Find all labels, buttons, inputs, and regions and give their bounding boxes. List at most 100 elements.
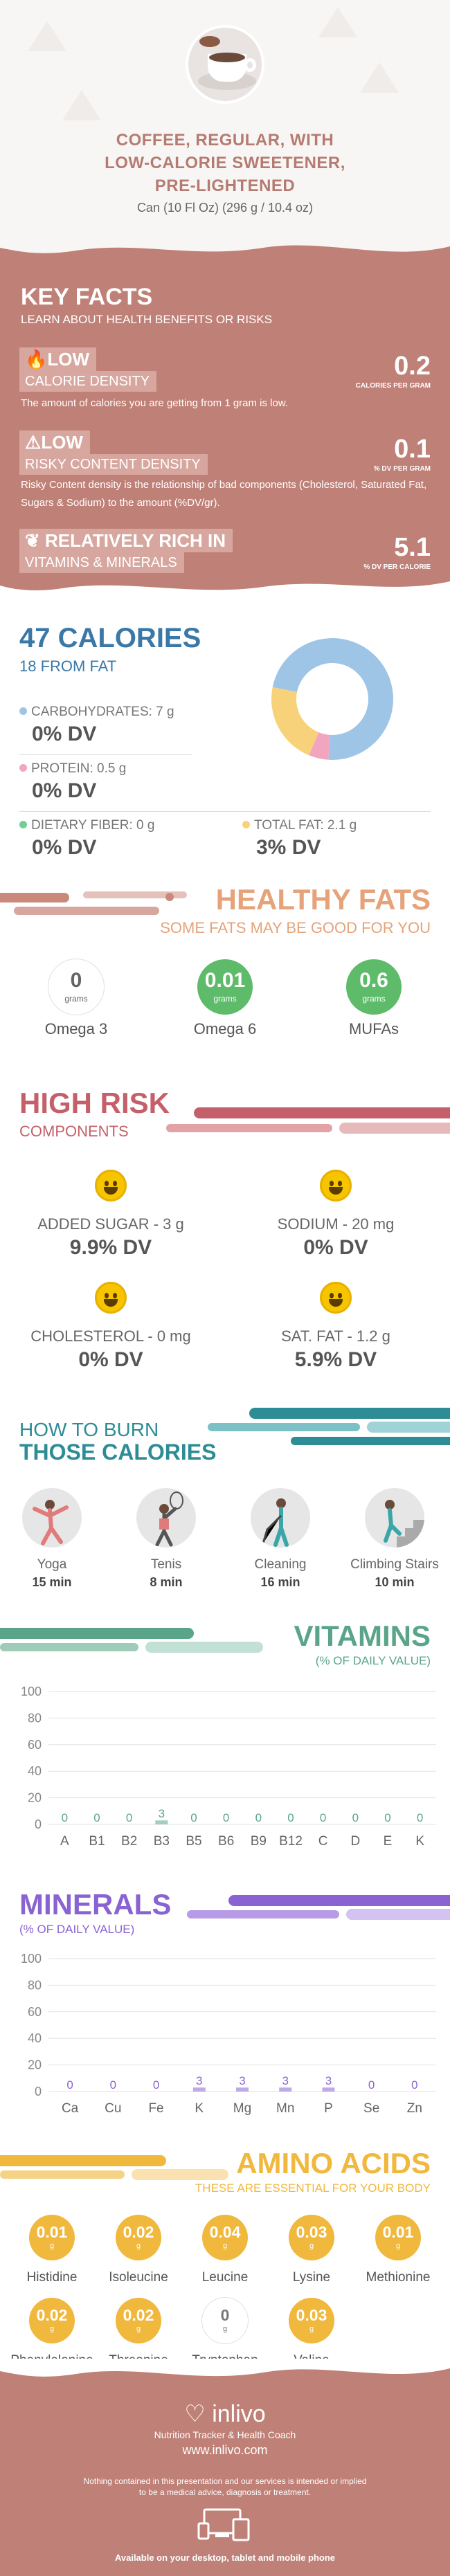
calories-title: 47 CALORIES	[19, 623, 201, 653]
minerals-category-label: Fe	[148, 2101, 163, 2116]
wave-divider	[0, 574, 450, 590]
omega3-label: Omega 3	[44, 1020, 108, 1037]
vitamins-value-label: 0	[62, 1811, 68, 1824]
minerals-category-label: Ca	[62, 2101, 79, 2116]
stripe-decor	[0, 891, 187, 915]
decor-triangle	[62, 90, 101, 120]
vitamins-value-label: 0	[352, 1811, 359, 1824]
vitamins-category-label: B9	[251, 1834, 267, 1849]
total-fat-label: TOTAL FAT: 2.1 g	[242, 818, 357, 833]
fiber-label: DIETARY FIBER: 0 g	[19, 818, 154, 833]
omega6-circle: 0.01 grams	[197, 959, 253, 1015]
minerals-value-label: 0	[110, 2078, 116, 2092]
threonine-circle: 0.02 g	[116, 2298, 161, 2343]
tennis-icon	[136, 1488, 196, 1548]
vitamins-category-label: A	[60, 1834, 69, 1849]
protein-dv: 0% DV	[32, 779, 97, 802]
sodium-label: SODIUM - 20 mg	[277, 1215, 395, 1233]
vitamins-category-label: B2	[121, 1834, 137, 1849]
minerals-bar-mn	[279, 2087, 292, 2092]
vitamins-category-label: B12	[279, 1834, 303, 1849]
calories-from-fat: 18 FROM FAT	[19, 657, 117, 675]
minerals-value-label: 3	[239, 2074, 245, 2087]
minerals-category-label: Mg	[233, 2101, 251, 2116]
vitamins-ytick-label: 100	[21, 1685, 42, 1698]
stairs-icon	[365, 1488, 424, 1548]
footer-disclaimer-1: Nothing contained in this presentation a…	[83, 2476, 367, 2486]
stripe-decor	[0, 2155, 228, 2180]
vitamins-value-label: 0	[384, 1811, 390, 1824]
risky-content-label: RISKY CONTENT DENSITY	[19, 454, 208, 475]
minerals-title: MINERALS	[19, 1888, 172, 1921]
minerals-category-label: Cu	[105, 2101, 121, 2116]
minerals-category-label: K	[195, 2101, 204, 2116]
lysine-circle: 0.03 g	[289, 2215, 334, 2260]
stripe-decor	[187, 1895, 450, 1920]
donut-slice-protein	[309, 732, 330, 760]
grin-face-icon	[320, 1170, 352, 1201]
amino-acids-subtitle: THESE ARE ESSENTIAL FOR YOUR BODY	[195, 2182, 431, 2195]
tennis-minutes: 8 min	[150, 1575, 183, 1589]
donut-slice-total-fat	[271, 687, 319, 756]
calorie-density-unit: CALORIES PER GRAM	[355, 382, 431, 390]
leucine-label: Leucine	[201, 2270, 249, 2285]
footer-disclaimer-2: to be a medical advice, diagnosis or tre…	[138, 2487, 312, 2497]
cleaning-label: Cleaning	[254, 1557, 307, 1572]
minerals-bar-k	[192, 2087, 206, 2092]
donut-slice-carbohydrates	[272, 638, 393, 760]
minerals-ytick-label: 40	[28, 2031, 42, 2045]
footer-url[interactable]: www.inlivo.com	[182, 2443, 268, 2457]
minerals-ytick-label: 100	[21, 1952, 42, 1966]
vitamins-category-label: E	[384, 1834, 393, 1849]
vitamins-ytick-label: 80	[28, 1711, 42, 1725]
minerals-category-label: P	[324, 2101, 333, 2116]
footer: ♡ inlivo Nutrition Tracker & Health Coac…	[0, 2359, 450, 2576]
valine-circle: 0.03 g	[289, 2298, 334, 2343]
smile-face-icon	[320, 1282, 352, 1314]
risky-content-description: Risky Content density is the relationshi…	[21, 479, 427, 509]
calorie-density-level: 🔥LOW	[19, 347, 97, 371]
vitamins-minerals-unit: % DV PER CALORIE	[363, 563, 431, 571]
minerals-ytick-label: 80	[28, 1978, 42, 1992]
stairs-label: Climbing Stairs	[350, 1557, 439, 1572]
vitamins-category-label: K	[415, 1834, 424, 1849]
added-sugar-dv: 9.9% DV	[69, 1236, 152, 1259]
key-facts-title: KEY FACTS	[21, 284, 153, 310]
mufa-label: MUFAs	[348, 1020, 399, 1037]
carbohydrates-label: CARBOHYDRATES: 7 g	[19, 705, 174, 720]
vitamins-title: VITAMINS	[294, 1620, 431, 1652]
vitamins-ytick-label: 40	[28, 1764, 42, 1778]
vitamins-value-label: 3	[159, 1807, 165, 1820]
total-fat-dv: 3% DV	[256, 836, 321, 859]
footer-tagline: Nutrition Tracker & Health Coach	[154, 2429, 296, 2440]
high-risk-title: HIGH RISK	[19, 1087, 170, 1119]
inlivo-logo: ♡ inlivo	[184, 2401, 266, 2427]
flame-icon: 🔥	[25, 349, 48, 370]
coffee-cup-image	[186, 25, 264, 104]
vitamins-value-label: 0	[126, 1811, 132, 1824]
methionine-label: Methionine	[366, 2270, 431, 2285]
cleaning-icon	[251, 1488, 310, 1548]
sat-fat-dv: 5.9% DV	[294, 1348, 377, 1371]
calorie-density-label: CALORIE DENSITY	[19, 371, 157, 392]
minerals-bar-p	[322, 2087, 335, 2092]
vitamins-minerals-level: ❦ RELATIVELY RICH IN	[19, 529, 233, 552]
risky-content-unit: % DV PER GRAM	[373, 465, 431, 473]
stripe-decor	[208, 1408, 450, 1445]
minerals-bar-mg	[236, 2087, 249, 2092]
yoga-minutes: 15 min	[32, 1575, 72, 1589]
minerals-category-label: Mn	[276, 2101, 294, 2116]
minerals-value-label: 0	[153, 2078, 159, 2092]
leucine-circle: 0.04 g	[202, 2215, 248, 2260]
grin-face-icon	[95, 1282, 127, 1314]
heart-icon: ♡	[184, 2401, 213, 2427]
footer-devices: Available on your desktop, tablet and mo…	[114, 2552, 336, 2563]
risky-content-level: ⚠LOW	[19, 430, 90, 454]
minerals-ytick-label: 0	[35, 2085, 42, 2098]
vitamins-value-label: 0	[255, 1811, 262, 1824]
food-title: COFFEE, REGULAR, WITH LOW-CALORIE SWEETE…	[105, 131, 345, 195]
stripe-decor	[0, 1628, 263, 1653]
yoga-icon	[22, 1488, 82, 1548]
stairs-minutes: 10 min	[375, 1575, 415, 1589]
